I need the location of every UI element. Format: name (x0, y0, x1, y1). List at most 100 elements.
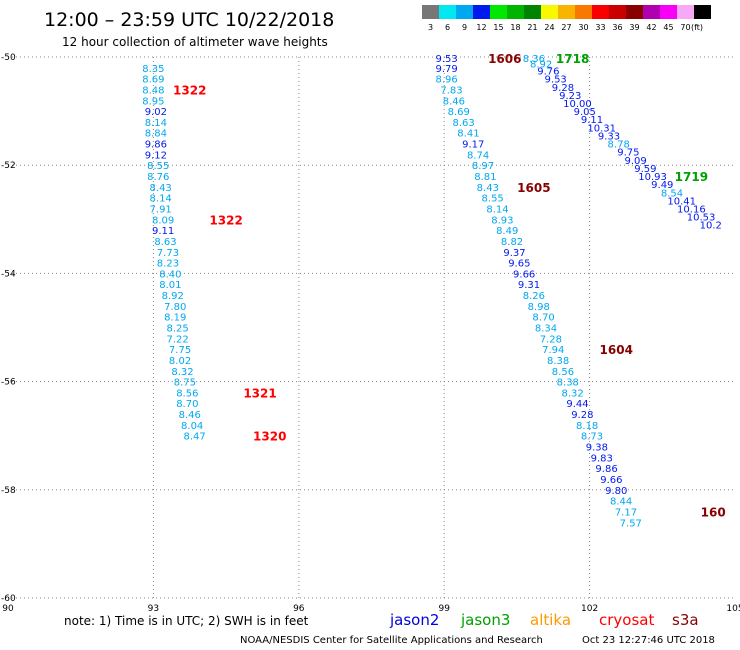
series-s3a: 9.539.798.967.838.468.698.638.419.178.74… (435, 52, 725, 529)
time-label: 1718 (556, 52, 589, 66)
swh-value: 8.46 (443, 96, 465, 107)
swh-value: 8.43 (477, 183, 499, 194)
y-tick-label: -54 (1, 269, 16, 279)
swh-value: 9.86 (595, 464, 617, 475)
swh-value: 8.76 (147, 172, 169, 183)
swh-value: 8.43 (150, 183, 172, 194)
x-tick-label: 99 (438, 604, 450, 614)
x-tick-label: 105 (726, 604, 740, 614)
swh-value: 9.11 (152, 226, 174, 237)
swh-value: 8.75 (174, 378, 196, 389)
swh-value: 9.09 (625, 156, 647, 167)
swh-value: 7.73 (157, 248, 179, 259)
swh-value: 8.97 (472, 161, 494, 172)
swh-value: 8.14 (150, 194, 172, 205)
swh-value: 8.14 (145, 118, 167, 129)
satellite-jason3: jason3 (460, 611, 510, 629)
swh-value: 9.38 (586, 443, 608, 454)
credit-text: NOAA/NESDIS Center for Satellite Applica… (240, 635, 543, 646)
swh-value: 9.11 (581, 115, 603, 126)
color-bin-5 (507, 5, 524, 19)
color-bin-label: 24 (544, 23, 554, 32)
swh-value: 10.2 (700, 221, 722, 232)
color-bin-15 (677, 5, 694, 19)
color-bin-2 (456, 5, 473, 19)
swh-value: 8.46 (179, 410, 201, 421)
color-bin-label: 36 (612, 23, 622, 32)
swh-value: 9.28 (571, 410, 593, 421)
swh-value: 8.26 (523, 291, 545, 302)
swh-value: 8.41 (457, 129, 479, 140)
y-tick-label: -58 (1, 486, 16, 496)
swh-value: 8.92 (530, 59, 552, 70)
swh-value: 8.18 (576, 421, 598, 432)
swh-value: 8.54 (661, 188, 683, 199)
color-bin-11 (609, 5, 626, 19)
swh-value: 8.92 (162, 291, 184, 302)
x-tick-label: 90 (2, 604, 14, 614)
axis-ticks: 90 93 96 99 102 105 -50 -52 -54 -56 -58 -60 (1, 53, 740, 614)
color-bin-14 (660, 5, 677, 19)
color-bin-label: 12 (476, 23, 486, 32)
swh-value: 8.36 (523, 54, 545, 65)
swh-value: 8.34 (535, 324, 557, 335)
swh-value: 8.56 (552, 367, 574, 378)
swh-value: 8.63 (154, 237, 176, 248)
color-scale-legend: 3 6 9 12 15 18 21 24 27 30 33 36 39 42 45 70 (ft) (422, 5, 711, 32)
generated-timestamp: Oct 23 12:27:46 UTC 2018 (582, 635, 715, 646)
satellite-legend: jason2 jason3 altika cryosat s3a (389, 611, 699, 629)
x-tick-label: 93 (148, 604, 159, 614)
chart-subtitle: 12 hour collection of altimeter wave hei… (62, 35, 328, 49)
swh-value: 9.44 (566, 399, 588, 410)
swh-value: 9.79 (435, 64, 457, 75)
swh-value: 10.93 (638, 172, 667, 183)
color-bin-label: 42 (646, 23, 656, 32)
swh-value: 9.05 (574, 107, 596, 118)
swh-value: 8.09 (152, 215, 174, 226)
swh-value: 8.48 (142, 85, 164, 96)
swh-value: 7.75 (169, 345, 191, 356)
swh-value: 10.31 (587, 123, 616, 134)
swh-value: 8.74 (467, 150, 489, 161)
y-tick-label: -50 (1, 53, 16, 63)
swh-value: 9.49 (651, 180, 673, 191)
color-bin-label: 18 (510, 23, 520, 32)
swh-value: 8.82 (501, 237, 523, 248)
color-bin-3 (473, 5, 490, 19)
time-label: 160 (701, 505, 726, 519)
swh-value: 8.69 (142, 75, 164, 86)
swh-value: 7.83 (440, 85, 462, 96)
color-bin-label: 15 (493, 23, 503, 32)
time-label: 1320 (253, 430, 286, 444)
swh-value: 9.12 (145, 150, 167, 161)
swh-value: 8.02 (169, 356, 191, 367)
time-label: 1322 (173, 83, 206, 97)
swh-value: 7.80 (164, 302, 186, 313)
y-tick-label: -56 (1, 378, 16, 388)
swh-value: 10.41 (667, 196, 696, 207)
swh-value: 9.75 (617, 148, 639, 159)
swh-value: 8.01 (159, 280, 181, 291)
swh-value: 8.35 (142, 64, 164, 75)
data-marks: 8.358.698.488.959.028.148.849.869.128.55… (142, 52, 725, 529)
swh-value: 9.53 (545, 75, 567, 86)
swh-value: 8.96 (435, 75, 457, 86)
swh-value: 9.65 (508, 259, 530, 270)
satellite-cryosat: cryosat (599, 611, 654, 629)
swh-value: 9.80 (605, 486, 627, 497)
swh-value: 8.56 (176, 388, 198, 399)
swh-value: 9.59 (634, 164, 656, 175)
swh-value: 8.49 (496, 226, 518, 237)
color-bin-label: 3 (428, 23, 433, 32)
x-tick-label: 102 (581, 604, 598, 614)
time-label: 1719 (675, 170, 708, 184)
color-bin-label: 27 (561, 23, 571, 32)
satellite-jason2: jason2 (389, 611, 439, 629)
swh-value: 8.40 (159, 269, 181, 280)
swh-value: 7.17 (615, 507, 637, 518)
satellite-s3a: s3a (672, 611, 699, 629)
swh-value: 9.76 (537, 67, 559, 78)
swh-value: 8.04 (181, 421, 203, 432)
swh-value: 8.93 (491, 215, 513, 226)
